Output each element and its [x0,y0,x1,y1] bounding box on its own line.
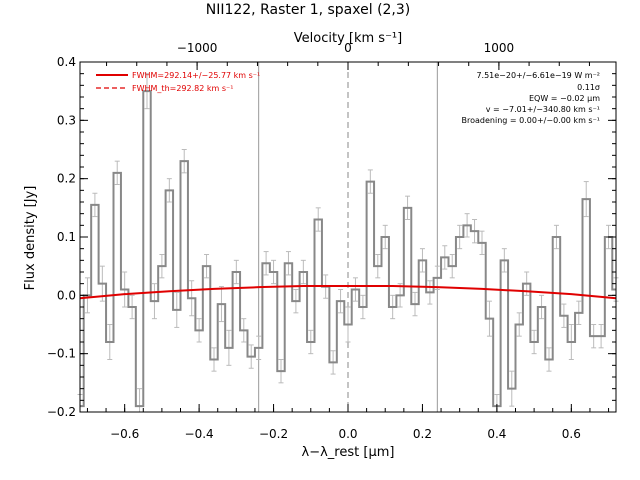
y-tick-label: 0.1 [57,230,76,244]
y-tick-label: 0.0 [57,288,76,302]
annotation-sigma: 0.11σ [577,83,600,92]
flux-histogram [80,90,616,408]
flux-histogram-line [80,90,616,408]
annotation-broadening: Broadening = 0.00+/−0.00 km s⁻¹ [462,116,600,125]
annotation-velocity: v = −7.01+/−340.80 km s⁻¹ [486,105,600,114]
fit-curve-line [79,285,617,300]
top-tick-label: 0 [344,41,352,55]
top-axis-label: Velocity [km s⁻¹] [294,31,402,46]
y-tick-label: −0.1 [47,347,76,361]
top-ticks: −1000 0 1000 [106,41,590,70]
x-tick-label: 0.0 [338,427,357,441]
y-tick-label: 0.3 [57,113,76,127]
top-tick-label: −1000 [177,41,218,55]
y-tick-label: −0.2 [47,405,76,419]
fit-curve [79,285,617,300]
x-tick-label: 0.2 [413,427,432,441]
x-tick-label: 0.6 [562,427,581,441]
chart-title: NII122, Raster 1, spaxel (2,3) [206,2,411,18]
legend: FWHM=292.14+/−25.77 km s⁻¹ FWHM_th=292.8… [96,71,260,93]
top-tick-label: 1000 [484,41,515,55]
legend-entry-fwhm-th: FWHM_th=292.82 km s⁻¹ [132,84,233,93]
y-tick-label: 0.2 [57,172,76,186]
x-axis-label: λ−λ_rest [μm] [302,445,395,460]
x-tick-label: 0.4 [487,427,506,441]
x-tick-label: −0.4 [185,427,214,441]
annotation-eqw: EQW = −0.02 μm [529,94,600,103]
y-axis-label: Flux density [Jy] [23,186,38,291]
annotations: 7.51e−20+/−6.61e−19 W m⁻² 0.11σ EQW = −0… [462,71,601,125]
x-tick-label: −0.2 [259,427,288,441]
y-ticks: −0.2 −0.1 0.0 0.1 0.2 0.3 0.4 [47,55,616,419]
x-tick-label: −0.6 [110,427,139,441]
annotation-flux: 7.51e−20+/−6.61e−19 W m⁻² [476,71,600,80]
x-ticks: −0.6 −0.4 −0.2 0.0 0.2 0.4 0.6 [86,404,610,441]
y-tick-label: 0.4 [57,55,76,69]
legend-entry-fwhm: FWHM=292.14+/−25.77 km s⁻¹ [132,71,260,80]
